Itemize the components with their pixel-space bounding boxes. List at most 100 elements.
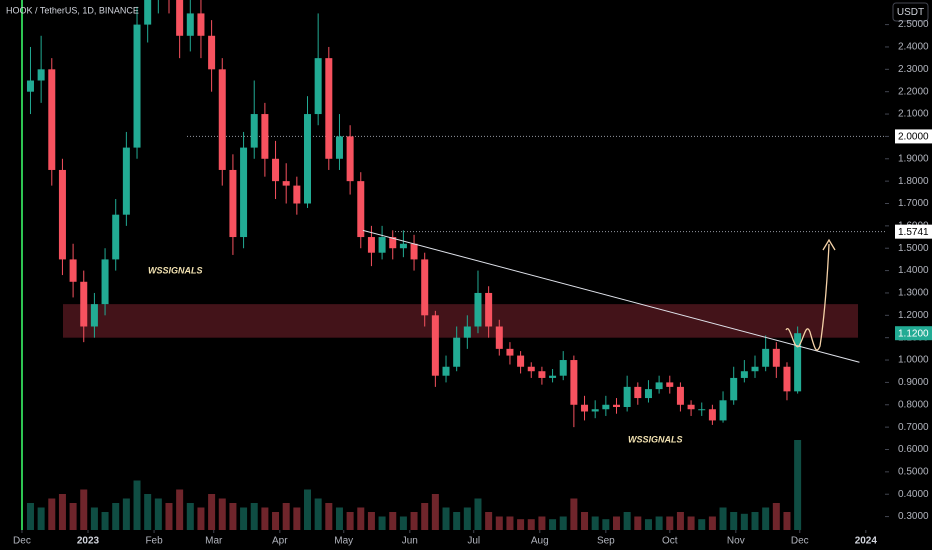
candle-body	[325, 58, 333, 159]
candle-body	[570, 360, 578, 405]
y-tick-label: 0.5000	[898, 466, 929, 477]
volume-bar	[293, 507, 301, 530]
volume-bar	[378, 516, 386, 530]
candle-body	[463, 326, 471, 338]
candle-body	[602, 404, 610, 410]
candle-body	[666, 382, 674, 387]
y-tick-label: 1.4000	[898, 265, 929, 276]
candle-body	[794, 333, 802, 392]
volume-bar	[442, 507, 450, 530]
volume-bar	[730, 512, 738, 530]
volume-bar	[623, 512, 631, 530]
candle-body	[740, 371, 748, 378]
x-tick-label: 2023	[77, 536, 100, 547]
volume-bar	[218, 498, 226, 530]
volume-bar	[431, 494, 439, 530]
currency-button[interactable]	[892, 2, 929, 22]
x-tick-label: Sep	[597, 536, 615, 547]
volume-bar	[122, 498, 130, 530]
volume-bar	[48, 498, 56, 530]
volume-bar	[570, 498, 578, 530]
volume-bar	[69, 503, 77, 530]
volume-bar	[495, 516, 503, 530]
candle-body	[37, 69, 45, 81]
y-tick-label: 1.8000	[898, 176, 929, 187]
volume-bar	[634, 516, 642, 530]
volume-bar	[581, 512, 589, 530]
candle-body	[229, 169, 237, 238]
x-tick-label: Jun	[402, 536, 418, 547]
candle-body	[772, 348, 780, 367]
volume-bar	[367, 512, 375, 530]
candle-body	[730, 377, 738, 401]
candle-body	[293, 185, 301, 204]
candle-body	[335, 136, 343, 159]
volume-bar	[389, 512, 397, 530]
volume-bar	[133, 480, 141, 530]
volume-bar	[751, 512, 759, 530]
volume-bar	[549, 519, 557, 530]
candle-body	[687, 404, 695, 410]
candle-body	[559, 360, 567, 376]
candle-body	[26, 80, 34, 92]
trendline	[362, 229, 860, 363]
candle-body	[367, 237, 375, 253]
y-tick-label: 0.4000	[898, 489, 929, 500]
candle-body	[783, 366, 791, 392]
volume-bar	[612, 516, 620, 530]
volume-bar	[154, 498, 162, 530]
y-tick-label: 1.0000	[898, 355, 929, 366]
x-tick-label: Nov	[727, 536, 745, 547]
candle-body	[58, 169, 66, 260]
volume-bar	[304, 489, 312, 530]
candle-body	[314, 58, 322, 115]
volume-bar	[453, 512, 461, 530]
volume-bar	[666, 516, 674, 530]
candle-body	[378, 237, 386, 253]
volume-bar	[783, 512, 791, 530]
volume-bar	[272, 512, 280, 530]
candle-body	[208, 35, 216, 70]
volume-bar	[463, 507, 471, 530]
x-tick-label: Feb	[145, 536, 163, 547]
level-label: 2.0000	[898, 132, 929, 143]
y-tick-label: 1.3000	[898, 288, 929, 299]
candle-body	[474, 292, 482, 327]
y-tick-label: 1.9000	[898, 153, 929, 164]
candle-body	[517, 355, 525, 367]
x-tick-label: Dec	[13, 536, 31, 547]
volume-bar	[559, 516, 567, 530]
volume-bar	[421, 503, 429, 530]
candle-body	[655, 382, 663, 390]
candle-body	[261, 114, 269, 159]
volume-bar	[474, 498, 482, 530]
candle-body	[719, 400, 727, 421]
candle-body	[410, 243, 418, 260]
candle-body	[133, 24, 141, 148]
currency-label[interactable]: USDT	[897, 7, 924, 18]
x-tick-label: Oct	[662, 536, 678, 547]
candle-body	[421, 259, 429, 316]
x-tick-label: Mar	[205, 536, 223, 547]
candle-body	[399, 243, 407, 249]
x-tick-label: 2024	[855, 536, 878, 547]
last-price-tag	[895, 326, 932, 341]
volume-bar	[506, 516, 514, 530]
level-tag	[895, 129, 932, 144]
candle-body	[495, 326, 503, 349]
candle-body	[90, 304, 98, 327]
candle-body	[762, 348, 770, 367]
volume-bar	[357, 507, 365, 530]
volume-bar	[698, 519, 706, 530]
volume-bar	[80, 489, 88, 530]
y-tick-label: 1.2000	[898, 310, 929, 321]
chart-title: HOOK / TetherUS, 1D, BINANCE	[6, 5, 139, 15]
volume-bar	[527, 519, 535, 530]
candle-body	[80, 281, 88, 327]
candle-body	[197, 13, 205, 36]
y-tick-label: 0.3000	[898, 511, 929, 522]
volume-bar	[655, 516, 663, 530]
volume-bar	[335, 507, 343, 530]
y-tick-label: 1.5000	[898, 243, 929, 254]
